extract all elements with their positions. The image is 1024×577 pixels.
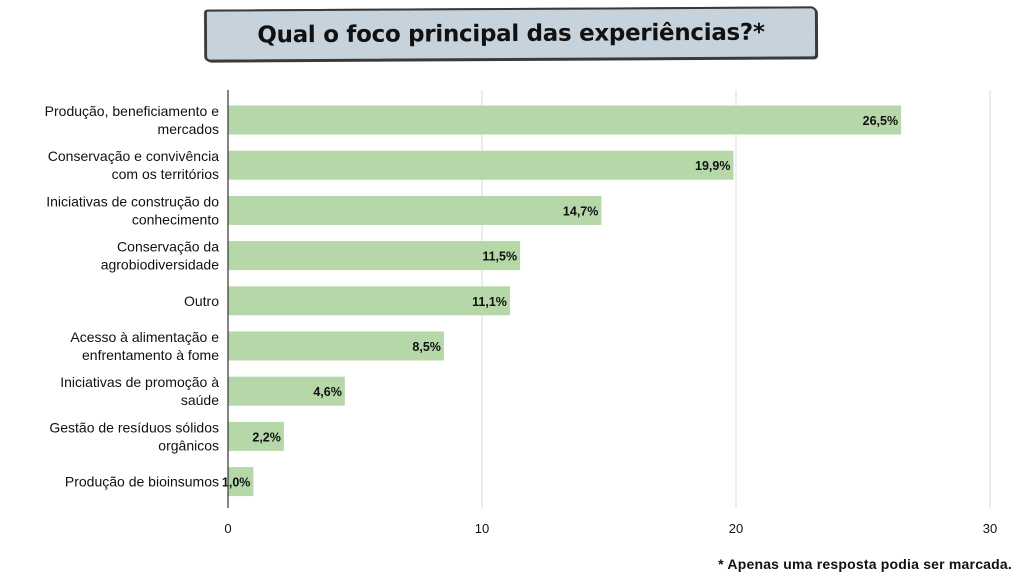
x-tick-label: 30 <box>983 521 997 536</box>
bar <box>228 467 254 497</box>
x-tick-label: 0 <box>224 521 231 536</box>
category-label: Conservação da agrobiodiversidade <box>101 239 220 273</box>
bar <box>228 241 521 271</box>
bar <box>228 105 902 135</box>
category-label: Produção de bioinsumos <box>65 474 219 490</box>
category-label: Acesso à alimentação e enfrentamento à fo… <box>70 329 219 363</box>
data-label: 1,0% <box>222 476 251 490</box>
bar <box>228 331 444 361</box>
category-label: Gestão de resíduos sólidos orgânicos <box>49 419 219 453</box>
bar <box>228 376 345 406</box>
bar <box>228 195 602 225</box>
data-label: 26,5% <box>863 114 898 128</box>
footnote: * Apenas uma resposta podia ser marcada. <box>718 556 1012 572</box>
data-label: 11,1% <box>472 295 507 309</box>
category-label: Iniciativas de construção do conhecimento <box>46 193 219 227</box>
data-label: 11,5% <box>482 250 517 264</box>
category-label: Conservação e convivência com os territór… <box>48 148 219 182</box>
data-label: 2,2% <box>252 430 281 444</box>
data-label: 19,9% <box>695 159 730 173</box>
x-tick-label: 10 <box>475 521 489 536</box>
bar <box>228 421 284 451</box>
category-label: Produção, beneficiamento e mercados <box>45 103 220 137</box>
bar <box>228 286 510 316</box>
category-label: Outro <box>184 293 219 309</box>
category-label: Iniciativas de promoção à saúde <box>60 374 219 408</box>
data-label: 4,6% <box>313 385 342 399</box>
bar <box>228 150 734 180</box>
data-label: 8,5% <box>412 340 441 354</box>
data-label: 14,7% <box>563 204 598 218</box>
x-tick-label: 20 <box>729 521 743 536</box>
